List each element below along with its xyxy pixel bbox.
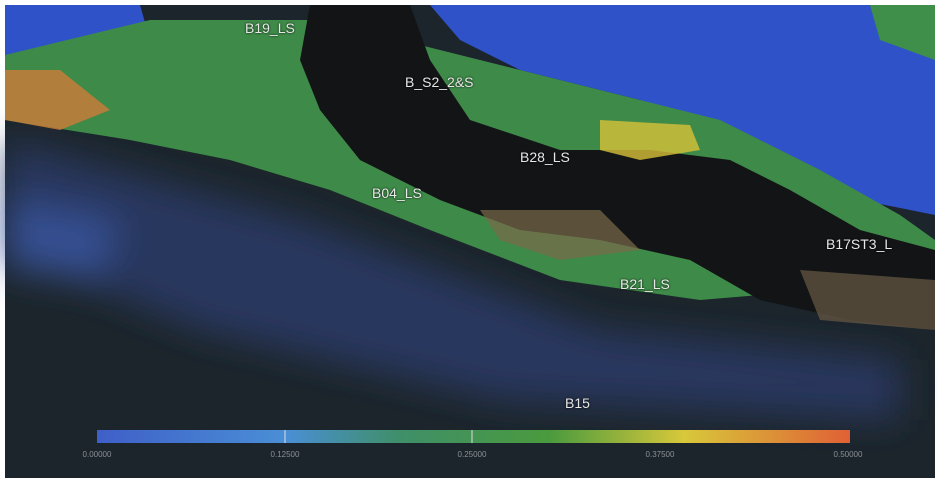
well-label: B15 — [565, 395, 590, 411]
colorbar-tick-label: 0.25000 — [458, 450, 487, 459]
well-label: B_S2_2&S — [405, 74, 474, 90]
well-label: B28_LS — [520, 149, 570, 165]
heatmap — [0, 0, 938, 484]
well-label: B21_LS — [620, 276, 670, 292]
well-label: B17ST3_L — [826, 236, 892, 252]
colorbar — [97, 430, 850, 443]
colorbar-tick-label: 0.12500 — [271, 450, 300, 459]
visualization: B19_LS B_S2_2&S B28_LS B04_LS B17ST3_L B… — [0, 0, 938, 484]
colorbar-tick-label: 0.50000 — [834, 450, 863, 459]
well-label: B19_LS — [245, 20, 295, 36]
colorbar-tick-label: 0.37500 — [646, 450, 675, 459]
colorbar-tick-label: 0.00000 — [83, 450, 112, 459]
well-label: B04_LS — [372, 185, 422, 201]
